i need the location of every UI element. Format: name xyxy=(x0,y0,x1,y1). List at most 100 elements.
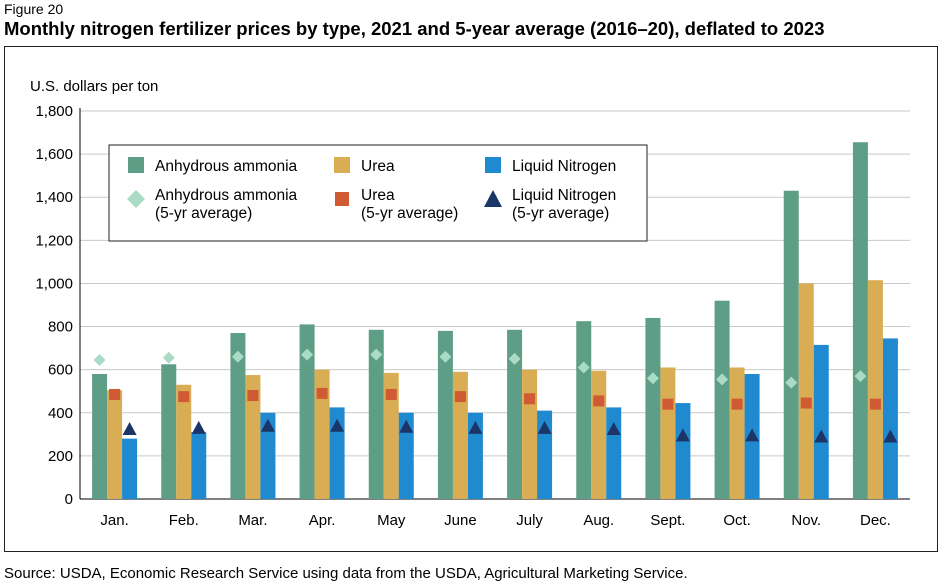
legend-anhydrous-ammonia-swatch xyxy=(128,157,144,173)
legend-label-sub: (5-yr average) xyxy=(155,205,252,222)
anhydrous-ammonia-bar xyxy=(645,317,661,499)
urea-bar xyxy=(176,384,192,499)
urea-avg-marker xyxy=(385,388,397,400)
chart-frame: U.S. dollars per ton 0 200 400 600 800 1,000 1,… xyxy=(4,46,938,552)
urea-bar xyxy=(107,390,123,499)
urea-bar xyxy=(383,372,399,499)
legend-box xyxy=(108,144,648,242)
y-axis-label: U.S. dollars per ton xyxy=(30,78,158,95)
x-tick-label: Apr. xyxy=(309,512,336,529)
y-tick-label: 1,200 xyxy=(35,232,73,249)
x-tick-label: July xyxy=(516,512,543,529)
chart-title: Monthly nitrogen fertilizer prices by ty… xyxy=(4,18,825,39)
urea-bar xyxy=(452,371,468,499)
urea-avg-marker xyxy=(731,398,743,410)
urea-avg-marker xyxy=(454,391,466,403)
urea-avg-marker xyxy=(662,398,674,410)
y-tick-label: 400 xyxy=(48,405,73,422)
liquid-nitrogen-avg-marker xyxy=(191,420,206,434)
urea-bar xyxy=(591,370,607,499)
liquid-nitrogen-bar xyxy=(813,344,829,499)
urea-bar xyxy=(522,369,538,499)
x-tick-label: Oct. xyxy=(723,512,751,529)
figure-label: Figure 20 xyxy=(4,1,64,17)
legend-label: Liquid Nitrogen xyxy=(512,158,616,175)
legend-urea-avg-marker xyxy=(335,192,349,206)
y-tick-label: 800 xyxy=(48,319,73,336)
liquid-nitrogen-avg-marker xyxy=(122,421,137,435)
urea-avg-marker xyxy=(178,391,190,403)
liquid-nitrogen-avg-marker xyxy=(883,429,898,443)
y-tick-label: 600 xyxy=(48,362,73,379)
urea-bar xyxy=(314,369,330,499)
anhydrous-ammonia-bar xyxy=(576,321,592,499)
liquid-nitrogen-avg-marker xyxy=(330,418,345,432)
legend-urea-swatch xyxy=(334,157,350,173)
urea-bar xyxy=(245,375,261,499)
anhydrous-ammonia-avg-marker xyxy=(231,350,244,363)
x-tick-label: June xyxy=(444,512,477,529)
anhydrous-ammonia-bar xyxy=(714,300,730,499)
liquid-nitrogen-avg-marker xyxy=(260,418,275,432)
liquid-nitrogen-bar xyxy=(675,403,691,499)
legend-label: Urea xyxy=(361,187,395,204)
liquid-nitrogen-avg-marker xyxy=(399,419,414,433)
legend-liquid-avg-marker xyxy=(484,190,502,207)
urea-bar xyxy=(798,283,814,499)
urea-avg-marker xyxy=(800,397,812,409)
y-tick-label: 0 xyxy=(65,491,73,508)
liquid-nitrogen-avg-marker xyxy=(745,428,760,442)
y-tick-label: 1,400 xyxy=(35,189,73,206)
anhydrous-ammonia-avg-marker xyxy=(370,348,383,361)
x-tick-label: Mar. xyxy=(238,512,267,529)
anhydrous-ammonia-avg-marker xyxy=(646,372,659,385)
anhydrous-ammonia-bar xyxy=(507,329,523,499)
source-note: Source: USDA, Economic Research Service … xyxy=(4,565,688,582)
legend-anhydrous-avg-marker xyxy=(127,190,145,208)
liquid-nitrogen-bar xyxy=(882,338,898,499)
y-tick-label: 1,600 xyxy=(35,146,73,163)
liquid-nitrogen-bar xyxy=(398,412,414,499)
liquid-nitrogen-avg-marker xyxy=(537,420,552,434)
liquid-nitrogen-bar xyxy=(606,407,622,499)
urea-avg-marker xyxy=(316,387,328,399)
liquid-nitrogen-avg-marker xyxy=(468,420,483,434)
urea-bar xyxy=(867,280,883,499)
anhydrous-ammonia-bar xyxy=(230,333,246,499)
urea-avg-marker xyxy=(593,395,605,407)
anhydrous-ammonia-bar xyxy=(437,330,453,499)
anhydrous-ammonia-avg-marker xyxy=(577,361,590,374)
anhydrous-ammonia-avg-marker xyxy=(301,348,314,361)
anhydrous-ammonia-bar xyxy=(161,364,177,499)
anhydrous-ammonia-avg-marker xyxy=(854,370,867,383)
x-tick-label: Jan. xyxy=(100,512,128,529)
urea-bar xyxy=(729,367,745,499)
liquid-nitrogen-avg-marker xyxy=(814,429,829,443)
chart-plot: U.S. dollars per ton 0 200 400 600 800 1,000 1,… xyxy=(30,78,910,529)
anhydrous-ammonia-avg-marker xyxy=(93,353,106,366)
anhydrous-ammonia-avg-marker xyxy=(439,350,452,363)
liquid-nitrogen-bar xyxy=(467,412,483,499)
anhydrous-ammonia-avg-marker xyxy=(716,373,729,386)
y-tick-label: 200 xyxy=(48,448,73,465)
anhydrous-ammonia-bar xyxy=(783,190,799,499)
y-tick-label: 1,000 xyxy=(35,275,73,292)
legend-label-sub: (5-yr average) xyxy=(512,205,609,222)
x-tick-label: Aug. xyxy=(583,512,614,529)
urea-avg-marker xyxy=(869,398,881,410)
legend-label: Anhydrous ammonia xyxy=(155,158,298,175)
liquid-nitrogen-avg-marker xyxy=(675,428,690,442)
legend-label: Urea xyxy=(361,158,395,175)
legend-label-sub: (5-yr average) xyxy=(361,205,458,222)
legend-label: Anhydrous ammonia xyxy=(155,187,298,204)
urea-bar xyxy=(660,367,676,499)
anhydrous-ammonia-bar xyxy=(92,373,108,499)
liquid-nitrogen-bar xyxy=(260,412,276,499)
urea-avg-marker xyxy=(524,393,536,405)
anhydrous-ammonia-bar xyxy=(368,329,384,499)
urea-avg-marker xyxy=(247,390,259,402)
legend-label: Liquid Nitrogen xyxy=(512,187,616,204)
anhydrous-ammonia-bar xyxy=(299,324,315,499)
anhydrous-ammonia-avg-marker xyxy=(785,376,798,389)
y-tick-label: 1,800 xyxy=(35,103,73,120)
